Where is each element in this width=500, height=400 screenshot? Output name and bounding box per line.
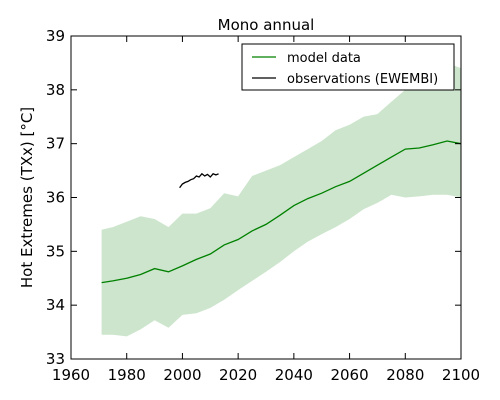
legend: model data observations (EWEMBI) [241, 43, 455, 91]
y-axis-label: Hot Extremes (TXx) [°C] [18, 107, 36, 288]
model-data-line [101, 140, 462, 284]
x-tick-label: 2080 [386, 366, 424, 384]
x-tick-label: 2000 [163, 366, 201, 384]
axes-ticks: 1960 1980 2000 2020 2040 2060 2080 2100 33 34 35 36… [46, 27, 480, 384]
legend-box [241, 43, 455, 91]
y-tick-label: 39 [46, 27, 65, 45]
y-tick-label: 35 [46, 242, 65, 260]
y-tick-label: 33 [46, 350, 65, 368]
chart-title: Mono annual [218, 16, 315, 34]
model-range-band [101, 60, 461, 337]
x-tick-label: 2100 [442, 366, 480, 384]
legend-label: model data [287, 51, 361, 66]
y-tick-label: 34 [46, 296, 65, 314]
legend-label: observations (EWEMBI) [287, 72, 438, 87]
x-tick-label: 1980 [108, 366, 146, 384]
plot-area [101, 60, 462, 337]
observations-line [179, 172, 219, 189]
x-tick-label: 2040 [275, 366, 313, 384]
y-tick-label: 36 [46, 189, 65, 207]
x-tick-label: 2060 [330, 366, 368, 384]
y-tick-label: 38 [46, 81, 65, 99]
x-tick-label: 1960 [52, 366, 90, 384]
y-tick-label: 37 [46, 135, 65, 153]
x-tick-label: 2020 [219, 366, 257, 384]
